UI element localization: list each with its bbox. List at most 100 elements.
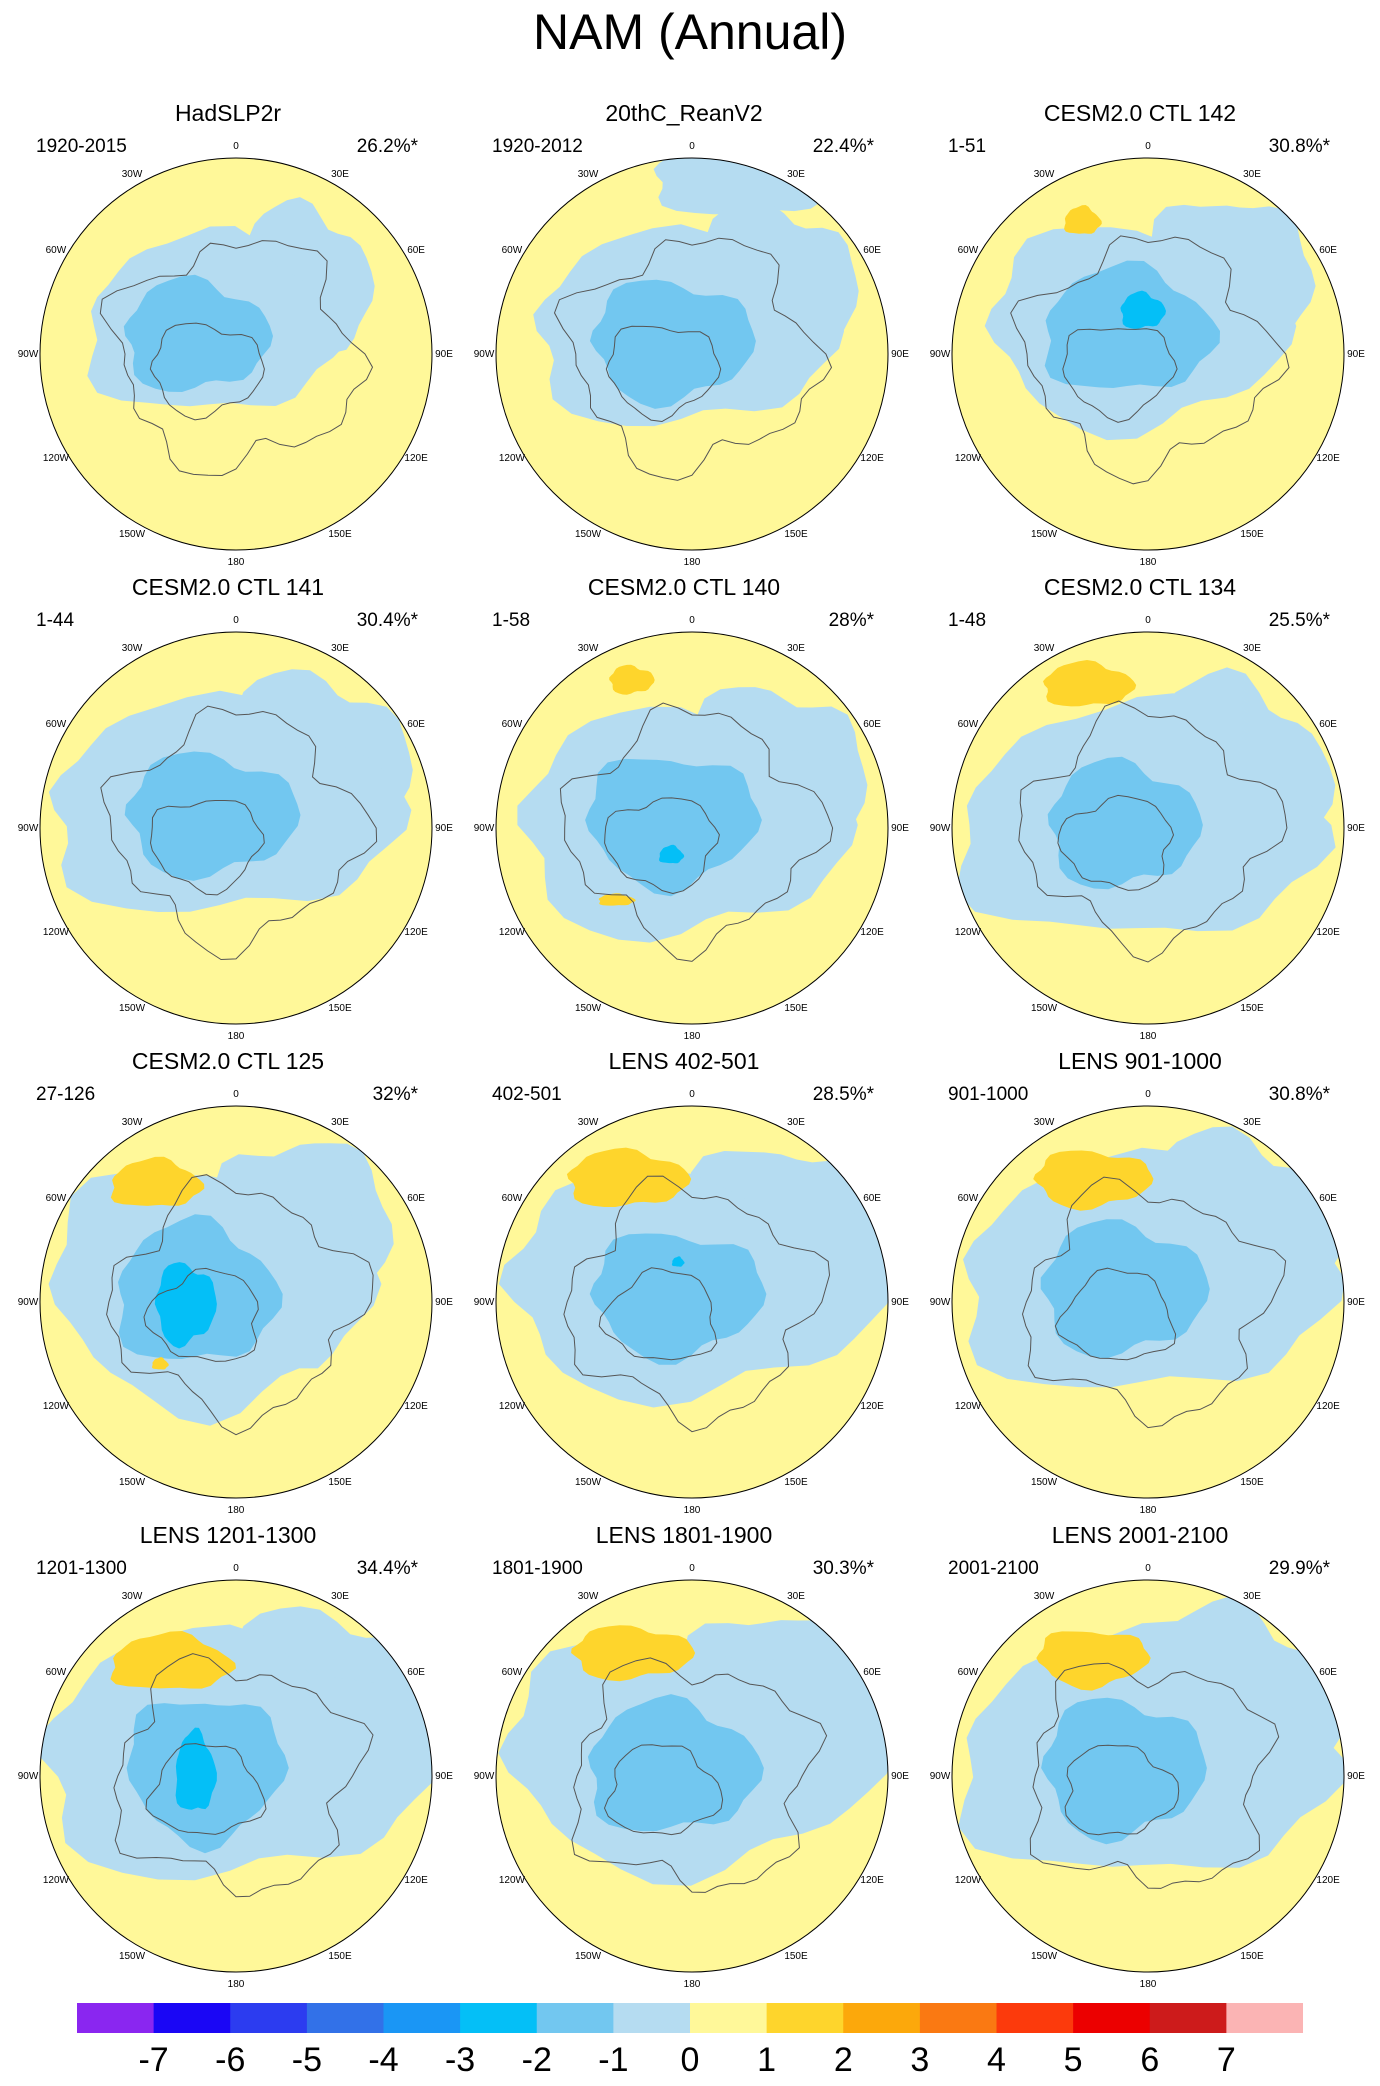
longitude-label: 120E [404,927,428,938]
negative-contour-strong [671,1256,685,1267]
longitude-label: 0 [689,1563,695,1574]
colorbar-label: 7 [1216,2041,1236,2079]
longitude-label: 30W [122,1117,143,1128]
polar-map: 180 150E 120E 90E 60E 30E 0 30W 60W 90W 120W 150W [474,1563,910,1990]
longitude-label: 150E [784,529,808,540]
longitude-label: 180 [684,1979,701,1990]
longitude-label: 90E [435,1771,453,1782]
coastline [1054,1267,1177,1361]
longitude-label: 30E [1243,169,1261,180]
panel-variance-percent: 25.5%* [1268,610,1330,631]
longitude-label: 150W [575,1477,602,1488]
longitude-label: 30W [1034,643,1055,654]
longitude-label: 0 [1145,1563,1151,1574]
longitude-label: 90W [930,1771,951,1782]
colorbar-swatch [77,2003,155,2033]
negative-contour-mid [124,751,301,881]
panel-variance-percent: 32%* [372,1084,418,1105]
longitude-label: 90W [930,1297,951,1308]
longitude-label: 30E [787,643,805,654]
polar-map: 180 150E 120E 90E 60E 30E 0 30W 60W 90W 120W 150W [18,1089,454,1516]
longitude-label: 120E [860,1875,884,1886]
polar-map: 180 150E 120E 90E 60E 30E 0 30W 60W 90W 120W 150W [930,141,1366,568]
colorbar-swatch [766,2003,844,2033]
negative-contour-mid [589,279,756,409]
longitude-label: 30E [1243,643,1261,654]
longitude-label: 60E [407,1667,425,1678]
negative-contour-strong [1120,290,1166,329]
coastline [145,1743,267,1835]
longitude-label: 180 [228,1031,245,1042]
colorbar-label: 1 [757,2041,777,2079]
longitude-label: 30E [787,1591,805,1602]
colorbar-swatch [460,2003,538,2033]
panel-period: 402-501 [492,1084,562,1105]
panel-title: LENS 402-501 [608,1048,760,1074]
longitude-label: 0 [1145,615,1151,626]
positive-contour [1033,1150,1154,1211]
longitude-label: 90W [474,1297,495,1308]
longitude-label: 60W [958,719,979,730]
negative-contour-mid [589,1233,767,1365]
longitude-label: 120W [955,1875,982,1886]
panel-title: CESM2.0 CTL 134 [1043,574,1237,600]
longitude-label: 120W [43,1875,70,1886]
positive-contour [598,893,636,906]
longitude-label: 150E [784,1477,808,1488]
map-border [39,157,433,551]
coastline [1057,794,1175,891]
negative-contour-weak [653,158,851,215]
longitude-label: 30W [122,169,143,180]
longitude-label: 150W [575,1003,602,1014]
longitude-label: 120W [499,1875,526,1886]
colorbar-label: 4 [987,2041,1006,2079]
polar-map: 180 150E 120E 90E 60E 30E 0 30W 60W 90W 120W 150W [18,1563,454,1990]
panel-variance-percent: 30.8%* [1268,136,1330,157]
longitude-label: 60W [502,1667,523,1678]
longitude-label: 60E [863,719,881,730]
colorbar-label: -3 [444,2041,476,2079]
coastline [604,797,720,895]
longitude-label: 180 [228,557,245,568]
longitude-label: 150W [1031,1003,1058,1014]
map-panel: LENS 402-501 402-501 28.5%* 180 150E 120E 90E 6… [456,1048,912,1522]
longitude-label: 90E [435,823,453,834]
longitude-label: 150E [784,1951,808,1962]
longitude-label: 90W [18,823,39,834]
longitude-label: 150E [1240,1951,1264,1962]
longitude-label: 150E [328,1003,352,1014]
panel-title: HadSLP2r [174,100,282,126]
negative-contour-mid [1041,1697,1207,1845]
map-panel: LENS 1801-1900 1801-1900 30.3%* 180 150E 120E… [456,1522,912,1996]
longitude-label: 30W [122,1591,143,1602]
colorbar-swatch [613,2003,691,2033]
longitude-label: 90W [18,349,39,360]
longitude-label: 60E [407,245,425,256]
longitude-label: 60E [407,719,425,730]
longitude-label: 0 [689,615,695,626]
longitude-label: 120W [43,927,70,938]
map-panel: CESM2.0 CTL 142 1-51 30.8%* 180 150E 120E 90E 6… [912,100,1368,574]
colorbar-label: -1 [598,2041,629,2079]
longitude-label: 180 [228,1979,245,1990]
colorbar-label: 6 [1140,2041,1160,2079]
longitude-label: 30W [578,643,599,654]
longitude-label: 0 [233,1563,239,1574]
panel-variance-percent: 22.4%* [812,136,874,157]
positive-contour [566,1147,692,1207]
panel-period: 1801-1900 [492,1558,583,1579]
colorbar-swatch [230,2003,308,2033]
longitude-label: 180 [684,1505,701,1516]
coastline [559,702,834,962]
positive-contour [110,1631,236,1689]
longitude-label: 120W [499,453,526,464]
map-border [39,1105,433,1499]
longitude-label: 30E [331,169,349,180]
positive-contour [1043,660,1137,707]
longitude-label: 120E [1316,453,1340,464]
panel-variance-percent: 28.5%* [812,1084,874,1105]
colorbar-swatch [1149,2003,1227,2033]
longitude-label: 150E [1240,529,1264,540]
longitude-label: 150E [784,1003,808,1014]
page-title: NAM (Annual) [533,4,847,60]
